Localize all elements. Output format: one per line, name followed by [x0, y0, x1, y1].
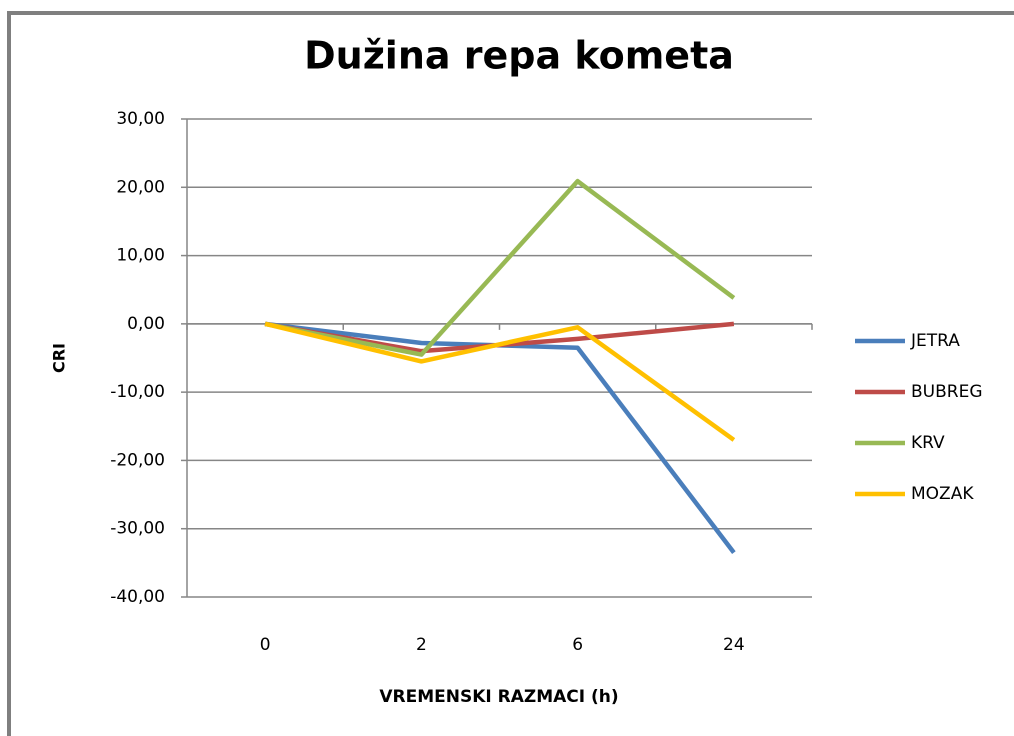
- legend-label: JETRA: [910, 331, 960, 351]
- legend-label: KRV: [911, 433, 945, 453]
- x-tick-label: 6: [572, 635, 583, 655]
- legend-label: BUBREG: [911, 382, 983, 402]
- chart-frame: [7, 11, 1014, 736]
- series-line: [264, 178, 736, 357]
- y-tick-label: 10,00: [116, 246, 165, 266]
- legend-label: MOZAK: [911, 484, 974, 504]
- y-tick-label: -40,00: [110, 587, 165, 607]
- x-tick-label: 24: [723, 635, 745, 655]
- chart-title: Dužina repa kometa: [304, 34, 734, 78]
- x-axis-title: VREMENSKI RAZMACI (h): [379, 687, 618, 707]
- series-line: [264, 321, 736, 442]
- y-tick-label: -30,00: [110, 519, 165, 539]
- y-tick-label: -10,00: [110, 382, 165, 402]
- x-tick-label: 2: [416, 635, 427, 655]
- y-tick-label: 30,00: [116, 109, 165, 129]
- y-tick-label: 20,00: [116, 177, 165, 197]
- y-tick-label: 0,00: [127, 314, 165, 334]
- x-tick-label: 0: [260, 635, 271, 655]
- y-tick-label: -20,00: [110, 450, 165, 470]
- y-axis-title: CRI: [50, 343, 69, 373]
